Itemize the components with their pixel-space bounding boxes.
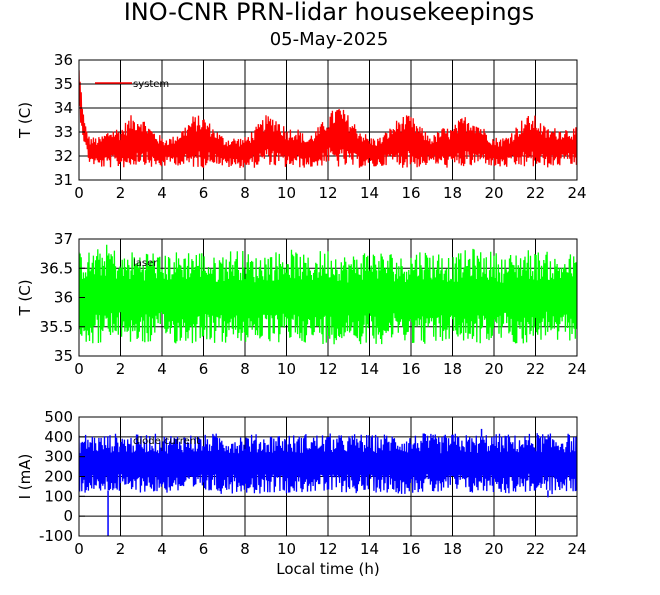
x-tick-label: 10 xyxy=(277,184,296,202)
x-tick-label: 16 xyxy=(401,540,420,558)
x-tick-label: 10 xyxy=(277,360,296,378)
x-tick-label: 22 xyxy=(526,184,545,202)
x-tick-label: 0 xyxy=(74,184,84,202)
y-tick-label: 100 xyxy=(44,487,73,505)
x-tick-label: 18 xyxy=(443,360,462,378)
x-tick-label: 20 xyxy=(484,360,503,378)
x-tick-label: 14 xyxy=(360,184,379,202)
x-tick-label: 0 xyxy=(74,540,84,558)
y-tick-label: 500 xyxy=(44,408,73,426)
y-tick-label: 36 xyxy=(54,289,73,307)
x-tick-label: 22 xyxy=(526,540,545,558)
series-line-1 xyxy=(79,70,577,168)
y-tick-label: 36.5 xyxy=(40,259,73,277)
x-tick-label: 4 xyxy=(157,360,167,378)
x-tick-label: 2 xyxy=(116,360,126,378)
series-line-1 xyxy=(79,244,577,345)
y-axis-label: I (mA) xyxy=(16,454,34,500)
y-axis-label: T (C) xyxy=(16,279,34,316)
x-tick-label: 6 xyxy=(199,540,209,558)
x-tick-label: 4 xyxy=(157,184,167,202)
legend-label: diode current xyxy=(133,436,200,447)
x-tick-label: 8 xyxy=(240,360,250,378)
y-tick-label: 31 xyxy=(54,171,73,189)
x-tick-label: 14 xyxy=(360,360,379,378)
y-tick-label: 0 xyxy=(63,507,73,525)
x-tick-label: 20 xyxy=(484,184,503,202)
chart-subtitle: 05-May-2025 xyxy=(270,29,389,50)
chart-title: INO-CNR PRN-lidar housekeepings xyxy=(124,0,535,26)
x-tick-label: 2 xyxy=(116,184,126,202)
x-tick-label: 14 xyxy=(360,540,379,558)
x-tick-label: 4 xyxy=(157,540,167,558)
legend-label: laser xyxy=(133,258,158,269)
x-tick-label: 18 xyxy=(443,540,462,558)
y-tick-label: 32 xyxy=(54,147,73,165)
x-tick-label: 12 xyxy=(318,184,337,202)
y-tick-label: 35 xyxy=(54,75,73,93)
y-tick-label: -100 xyxy=(39,527,73,545)
x-tick-label: 24 xyxy=(567,360,586,378)
x-tick-label: 16 xyxy=(401,360,420,378)
x-tick-label: 20 xyxy=(484,540,503,558)
x-axis-label: Local time (h) xyxy=(276,560,380,578)
y-tick-label: 37 xyxy=(54,230,73,248)
x-tick-label: 16 xyxy=(401,184,420,202)
x-tick-label: 0 xyxy=(74,360,84,378)
x-tick-label: 18 xyxy=(443,184,462,202)
y-tick-label: 400 xyxy=(44,428,73,446)
y-tick-label: 34 xyxy=(54,99,73,117)
y-tick-label: 300 xyxy=(44,448,73,466)
x-tick-label: 6 xyxy=(199,360,209,378)
y-tick-label: 33 xyxy=(54,123,73,141)
x-tick-label: 12 xyxy=(318,540,337,558)
x-tick-label: 8 xyxy=(240,184,250,202)
x-tick-label: 24 xyxy=(567,184,586,202)
x-tick-label: 2 xyxy=(116,540,126,558)
x-tick-label: 22 xyxy=(526,360,545,378)
x-tick-label: 12 xyxy=(318,360,337,378)
x-tick-label: 6 xyxy=(199,184,209,202)
x-tick-label: 10 xyxy=(277,540,296,558)
y-tick-label: 200 xyxy=(44,468,73,486)
y-tick-label: 35 xyxy=(54,347,73,365)
y-tick-label: 36 xyxy=(54,51,73,69)
x-tick-label: 8 xyxy=(240,540,250,558)
legend-label: system xyxy=(133,79,169,90)
x-tick-label: 24 xyxy=(567,540,586,558)
y-tick-label: 35.5 xyxy=(40,318,73,336)
series-line-1 xyxy=(79,433,577,495)
y-axis-label: T (C) xyxy=(16,102,34,139)
